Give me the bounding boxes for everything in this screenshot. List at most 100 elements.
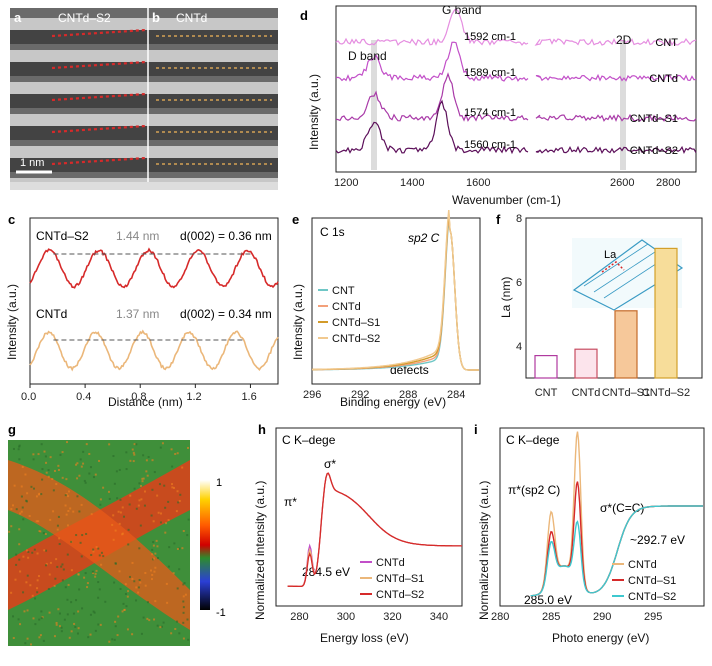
panel-label-a: a bbox=[14, 10, 22, 25]
c-xtick: 1.6 bbox=[241, 391, 256, 403]
scale-bar-text: 1 nm bbox=[20, 157, 44, 169]
profile-line-cntd bbox=[30, 331, 278, 370]
raman-chart: d D band G band 2D CNT 1592 cm-1 CNTd 1589 … bbox=[292, 0, 712, 210]
c-xtick: 1.2 bbox=[186, 391, 201, 403]
xps-legend: CNTd–S1 bbox=[332, 317, 380, 329]
c-d1: d(002) = 0.36 nm bbox=[180, 229, 272, 243]
raman-series-name: CNTd bbox=[649, 73, 678, 85]
g-band-label: G band bbox=[442, 3, 481, 17]
raman-series-name: CNTd–S2 bbox=[630, 145, 678, 157]
f-category: CNT bbox=[535, 387, 558, 399]
image-b-label: CNTd bbox=[176, 11, 207, 25]
c-xtick: 0.0 bbox=[21, 391, 36, 403]
la-bar bbox=[655, 248, 677, 378]
xps-legend: CNTd–S2 bbox=[332, 333, 380, 345]
i-ylabel: Normalized intensity (a.u.) bbox=[477, 481, 491, 620]
panel-label-h: h bbox=[258, 422, 266, 437]
h-title: C K–dege bbox=[282, 433, 336, 447]
nexafs-chart: i C K–dege π*(sp2 C) σ*(C=C) ~292.7 eV 2… bbox=[470, 420, 712, 666]
f-ytick: 4 bbox=[516, 341, 522, 353]
la-bar bbox=[535, 356, 557, 378]
i-xtick: 285 bbox=[542, 611, 560, 623]
c-ylabel: Intensity (a.u.) bbox=[5, 284, 19, 360]
e-title: C 1s bbox=[320, 225, 345, 239]
d-xtick: 1400 bbox=[400, 177, 424, 189]
c-spacing1: 1.44 nm bbox=[116, 229, 159, 243]
2d-label: 2D bbox=[616, 33, 632, 47]
e-ylabel: Intensity (a.u.) bbox=[292, 284, 305, 360]
raman-series-name: CNTd–S1 bbox=[630, 113, 678, 125]
nexafs-legend: CNTd–S1 bbox=[628, 575, 676, 587]
la-bar-chart: f La CNT CNTd CNTd–S1CNTd–S2 4 6 8 La (nm) bbox=[492, 210, 712, 410]
eels-legend: CNTd–S1 bbox=[376, 573, 424, 585]
f-category: CNTd–S2 bbox=[642, 387, 690, 399]
eels-legend: CNTd–S2 bbox=[376, 589, 424, 601]
colorbar bbox=[200, 480, 210, 610]
colorbar-max: 1 bbox=[216, 477, 222, 489]
d-xlabel: Wavenumber (cm-1) bbox=[452, 193, 561, 207]
profile-line-cntd-s2 bbox=[30, 249, 278, 288]
panel-label-c: c bbox=[8, 212, 15, 227]
f-ytick: 8 bbox=[516, 213, 522, 225]
c-xtick: 0.4 bbox=[76, 391, 91, 403]
e-xlabel: Binding energy (eV) bbox=[340, 395, 446, 409]
c-series2-name: CNTd bbox=[36, 307, 67, 321]
eels-chart: h C K–dege π* σ* 284.5 eV CNTd CNTd–S1 CNT… bbox=[240, 420, 470, 666]
map-panel: g 1 -1 bbox=[0, 420, 240, 666]
i-xlabel: Photo energy (eV) bbox=[552, 631, 649, 645]
d-xtick: 1200 bbox=[334, 177, 358, 189]
i-sigma: σ*(C=C) bbox=[600, 501, 644, 515]
c-xlabel: Distance (nm) bbox=[108, 395, 183, 409]
e-sp2: sp2 C bbox=[408, 231, 440, 245]
i-xtick: 290 bbox=[593, 611, 611, 623]
d-band-label: D band bbox=[348, 49, 387, 63]
f-ytick: 6 bbox=[516, 277, 522, 289]
panel-label-e: e bbox=[292, 212, 299, 227]
f-category: CNTd bbox=[572, 387, 601, 399]
raman-line bbox=[336, 9, 696, 45]
panel-label-f: f bbox=[496, 212, 501, 227]
la-bar bbox=[575, 349, 597, 378]
eels-line bbox=[288, 473, 462, 586]
i-title: C K–dege bbox=[506, 433, 560, 447]
nexafs-legend: CNTd bbox=[628, 559, 657, 571]
h-xtick: 320 bbox=[383, 611, 401, 623]
d-xtick: 2600 bbox=[610, 177, 634, 189]
h-xtick: 300 bbox=[337, 611, 355, 623]
d-ylabel: Intensity (a.u.) bbox=[307, 74, 321, 150]
h-xlabel: Energy loss (eV) bbox=[320, 631, 409, 645]
raman-g-peak: 1574 cm-1 bbox=[464, 107, 516, 119]
raman-series-name: CNT bbox=[655, 37, 678, 49]
d-xtick: 1600 bbox=[466, 177, 490, 189]
panel-label-i: i bbox=[474, 422, 478, 437]
xps-legend: CNTd bbox=[332, 301, 361, 313]
h-xtick: 280 bbox=[290, 611, 308, 623]
image-a-label: CNTd–S2 bbox=[58, 11, 111, 25]
nexafs-legend: CNTd–S2 bbox=[628, 591, 676, 603]
i-292: ~292.7 eV bbox=[630, 533, 685, 547]
c-spacing2: 1.37 nm bbox=[116, 307, 159, 321]
h-pi: π* bbox=[284, 495, 297, 509]
h-ylabel: Normalized intensity (a.u.) bbox=[253, 481, 267, 620]
xps-legend: CNT bbox=[332, 285, 355, 297]
xps-chart: e C 1s sp2 C defects CNTCNTdCNTd–S1CNTd–… bbox=[292, 210, 492, 410]
raman-g-peak: 1560 cm-1 bbox=[464, 139, 516, 151]
la-bar bbox=[615, 311, 637, 378]
e-xtick: 296 bbox=[303, 389, 321, 401]
i-xtick: 280 bbox=[491, 611, 509, 623]
d-xtick: 2800 bbox=[656, 177, 680, 189]
profile-chart: c CNTd–S2 1.44 nm d(002) = 0.36 nm CNTd … bbox=[0, 210, 290, 410]
e-xtick: 284 bbox=[447, 389, 465, 401]
panel-label-g: g bbox=[8, 422, 16, 437]
raman-g-peak: 1589 cm-1 bbox=[464, 67, 516, 79]
f-ylabel: La (nm) bbox=[499, 277, 513, 318]
raman-g-peak: 1592 cm-1 bbox=[464, 31, 516, 43]
c-series1-name: CNTd–S2 bbox=[36, 229, 89, 243]
tem-image-panel: a b CNTd–S2 CNTd 1 nm bbox=[0, 0, 290, 190]
h-sigma: σ* bbox=[324, 457, 336, 471]
i-pi: π*(sp2 C) bbox=[508, 483, 560, 497]
panel-label-d: d bbox=[300, 8, 308, 23]
eels-legend: CNTd bbox=[376, 557, 405, 569]
i-xtick: 295 bbox=[644, 611, 662, 623]
panel-label-b: b bbox=[152, 10, 160, 25]
